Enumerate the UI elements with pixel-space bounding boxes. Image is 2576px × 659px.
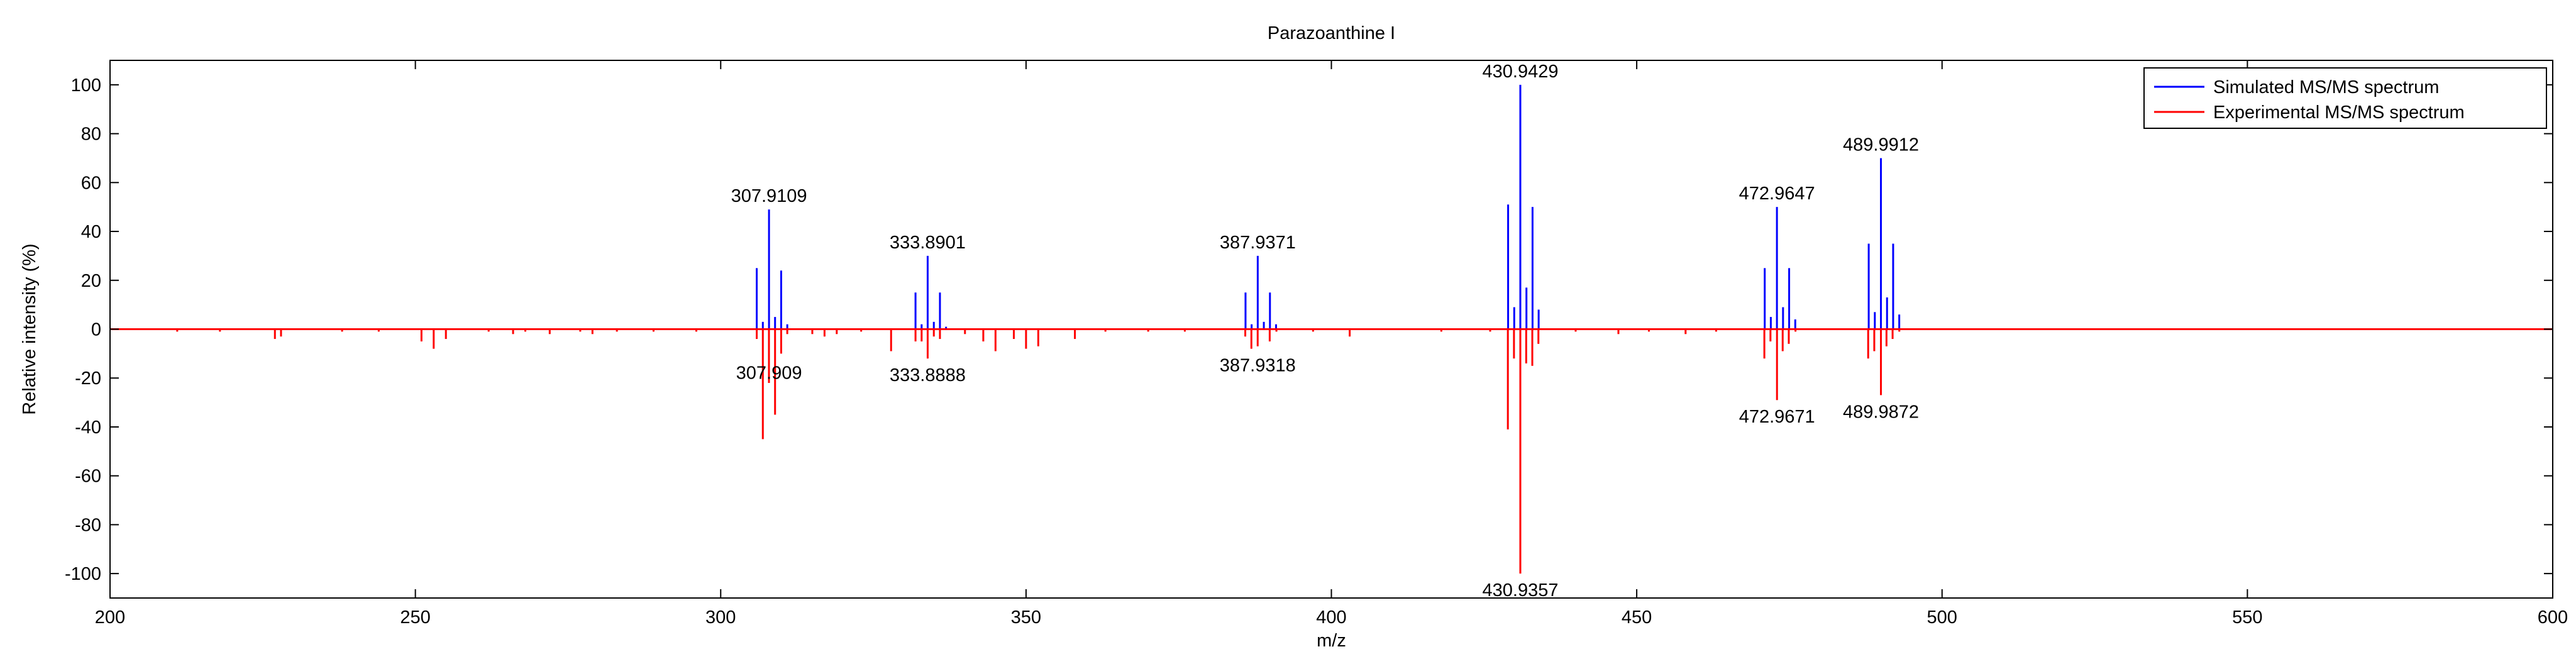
peak-annotation: 472.9671 [1739,407,1815,427]
legend-box [2143,67,2547,129]
peak-annotation: 430.9357 [1483,580,1559,601]
peak-annotation: 387.9318 [1220,356,1296,376]
x-tick-label: 400 [1316,607,1346,628]
x-tick-label: 200 [95,607,125,628]
y-tick-label: 0 [91,320,101,340]
peak-annotation: 489.9912 [1843,135,1919,155]
series-simulated [756,84,1901,330]
peak-annotation: 472.9647 [1739,184,1815,204]
y-tick-label: 80 [81,125,101,145]
x-tick-label: 550 [2232,607,2262,628]
peak-annotation: 489.9872 [1843,402,1919,422]
peak-annotation: 333.8888 [890,365,966,385]
legend[interactable]: Simulated MS/MS spectrum Experimental MS/… [2143,67,2547,129]
x-tick-label: 500 [1927,607,1957,628]
legend-entry: Experimental MS/MS spectrum [2213,102,2465,123]
legend-entry: Simulated MS/MS spectrum [2213,77,2439,97]
x-axis-label: m/z [1317,631,1346,651]
peak-annotation: 307.909 [736,363,802,383]
x-tick-label: 600 [2538,607,2568,628]
labels: Parazoanthine I m/z Relative intensity (%)… [19,23,1919,651]
y-tick-label: -40 [75,418,101,438]
x-tick-label: 350 [1011,607,1041,628]
peak-annotation: 333.8901 [890,233,966,253]
series-experimental [176,329,1901,574]
y-tick-label: 100 [71,75,101,96]
y-tick-label: 60 [81,173,101,193]
plot-area [110,60,2553,598]
x-tick-label: 300 [705,607,736,628]
y-tick-label: -60 [75,467,101,487]
chart-title: Parazoanthine I [1268,23,1395,43]
y-tick-label: -80 [75,515,101,535]
y-tick-label: 40 [81,222,101,242]
x-tick-label: 450 [1622,607,1652,628]
peak-annotation: 387.9371 [1220,233,1296,253]
y-axis-label: Relative intensity (%) [19,243,40,414]
y-tick-label: -100 [65,564,101,584]
peak-annotation: 430.9429 [1483,62,1559,82]
axes: 200 250 300 350 400 450 500 550 600100806040200-… [65,60,2568,628]
x-tick-label: 250 [400,607,430,628]
y-tick-label: -20 [75,368,101,389]
y-tick-label: 20 [81,271,101,291]
peak-annotation: 307.9109 [731,186,807,206]
